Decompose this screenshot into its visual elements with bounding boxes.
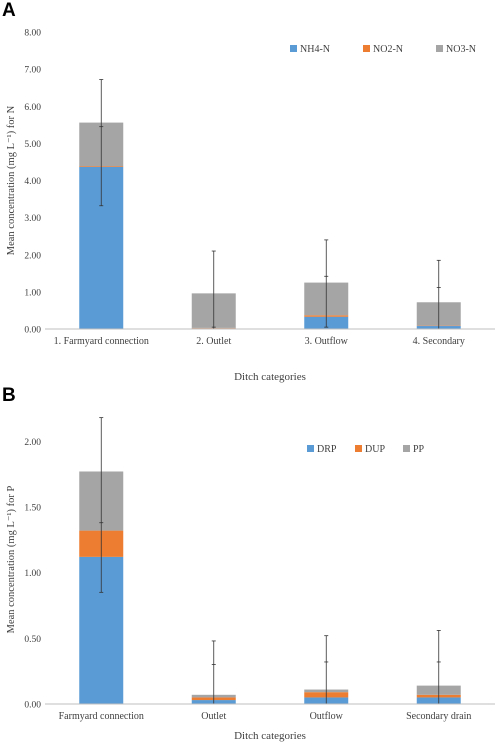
x-tick-label: Outflow xyxy=(310,711,344,722)
legend-label: NO3-N xyxy=(446,44,476,55)
y-tick-label: 0.50 xyxy=(24,635,41,645)
y-tick-label: 3.00 xyxy=(24,214,41,224)
y-axis-title: Mean concentration (mg L⁻¹) for N xyxy=(6,105,17,255)
legend-label: PP xyxy=(413,444,425,455)
x-tick-label: 2. Outlet xyxy=(196,336,231,347)
x-tick-label: Outlet xyxy=(201,711,226,722)
legend-label: NH4-N xyxy=(300,44,330,55)
y-tick-label: 0.00 xyxy=(24,326,41,336)
y-tick-label: 0.00 xyxy=(24,701,41,711)
y-tick-label: 5.00 xyxy=(24,140,41,150)
legend-label: DRP xyxy=(317,444,337,455)
y-tick-label: 1.00 xyxy=(24,288,41,298)
x-axis-title: Ditch categories xyxy=(234,730,306,742)
legend-swatch xyxy=(307,445,314,452)
y-tick-label: 6.00 xyxy=(24,103,41,113)
legend-swatch xyxy=(355,445,362,452)
y-tick-label: 1.00 xyxy=(24,569,41,579)
legend-swatch xyxy=(363,45,370,52)
chart-b: 0.00 0.50 1.00 1.50 2.00 Farmyard connection O… xyxy=(0,385,498,744)
legend-swatch xyxy=(290,45,297,52)
y-tick-label: 2.00 xyxy=(24,438,41,448)
panel-b: B 0.00 0.50 1.00 1.50 2.00 Farmyard connectio… xyxy=(0,385,498,744)
y-tick-label: 7.00 xyxy=(24,66,41,76)
legend-swatch xyxy=(403,445,410,452)
y-tick-label: 1.50 xyxy=(24,503,41,513)
legend-label: DUP xyxy=(365,444,385,455)
chart-a: 0.00 1.00 2.00 3.00 4.00 5.00 6.00 7.00 8.00 1. F… xyxy=(0,0,498,385)
legend-swatch xyxy=(436,45,443,52)
y-tick-label: 4.00 xyxy=(24,177,41,187)
x-axis-title: Ditch categories xyxy=(234,371,306,383)
x-tick-label: Farmyard connection xyxy=(59,711,144,722)
y-tick-label: 8.00 xyxy=(24,29,41,39)
panel-letter-b: B xyxy=(2,385,16,407)
y-axis-title: Mean concentration (mg L⁻¹) for P xyxy=(6,485,17,633)
panel-a: A 0.00 1.00 2.00 3.00 4.00 5.00 6.00 7.00 8.00 1.… xyxy=(0,0,498,385)
x-tick-label: 1. Farmyard connection xyxy=(54,336,149,347)
y-tick-label: 2.00 xyxy=(24,251,41,261)
x-tick-label: 3. Outflow xyxy=(305,336,349,347)
panel-letter-a: A xyxy=(2,0,16,22)
x-tick-label: 4. Secondary xyxy=(413,336,465,347)
legend-label: NO2-N xyxy=(373,44,403,55)
x-tick-label: Secondary drain xyxy=(406,711,471,722)
